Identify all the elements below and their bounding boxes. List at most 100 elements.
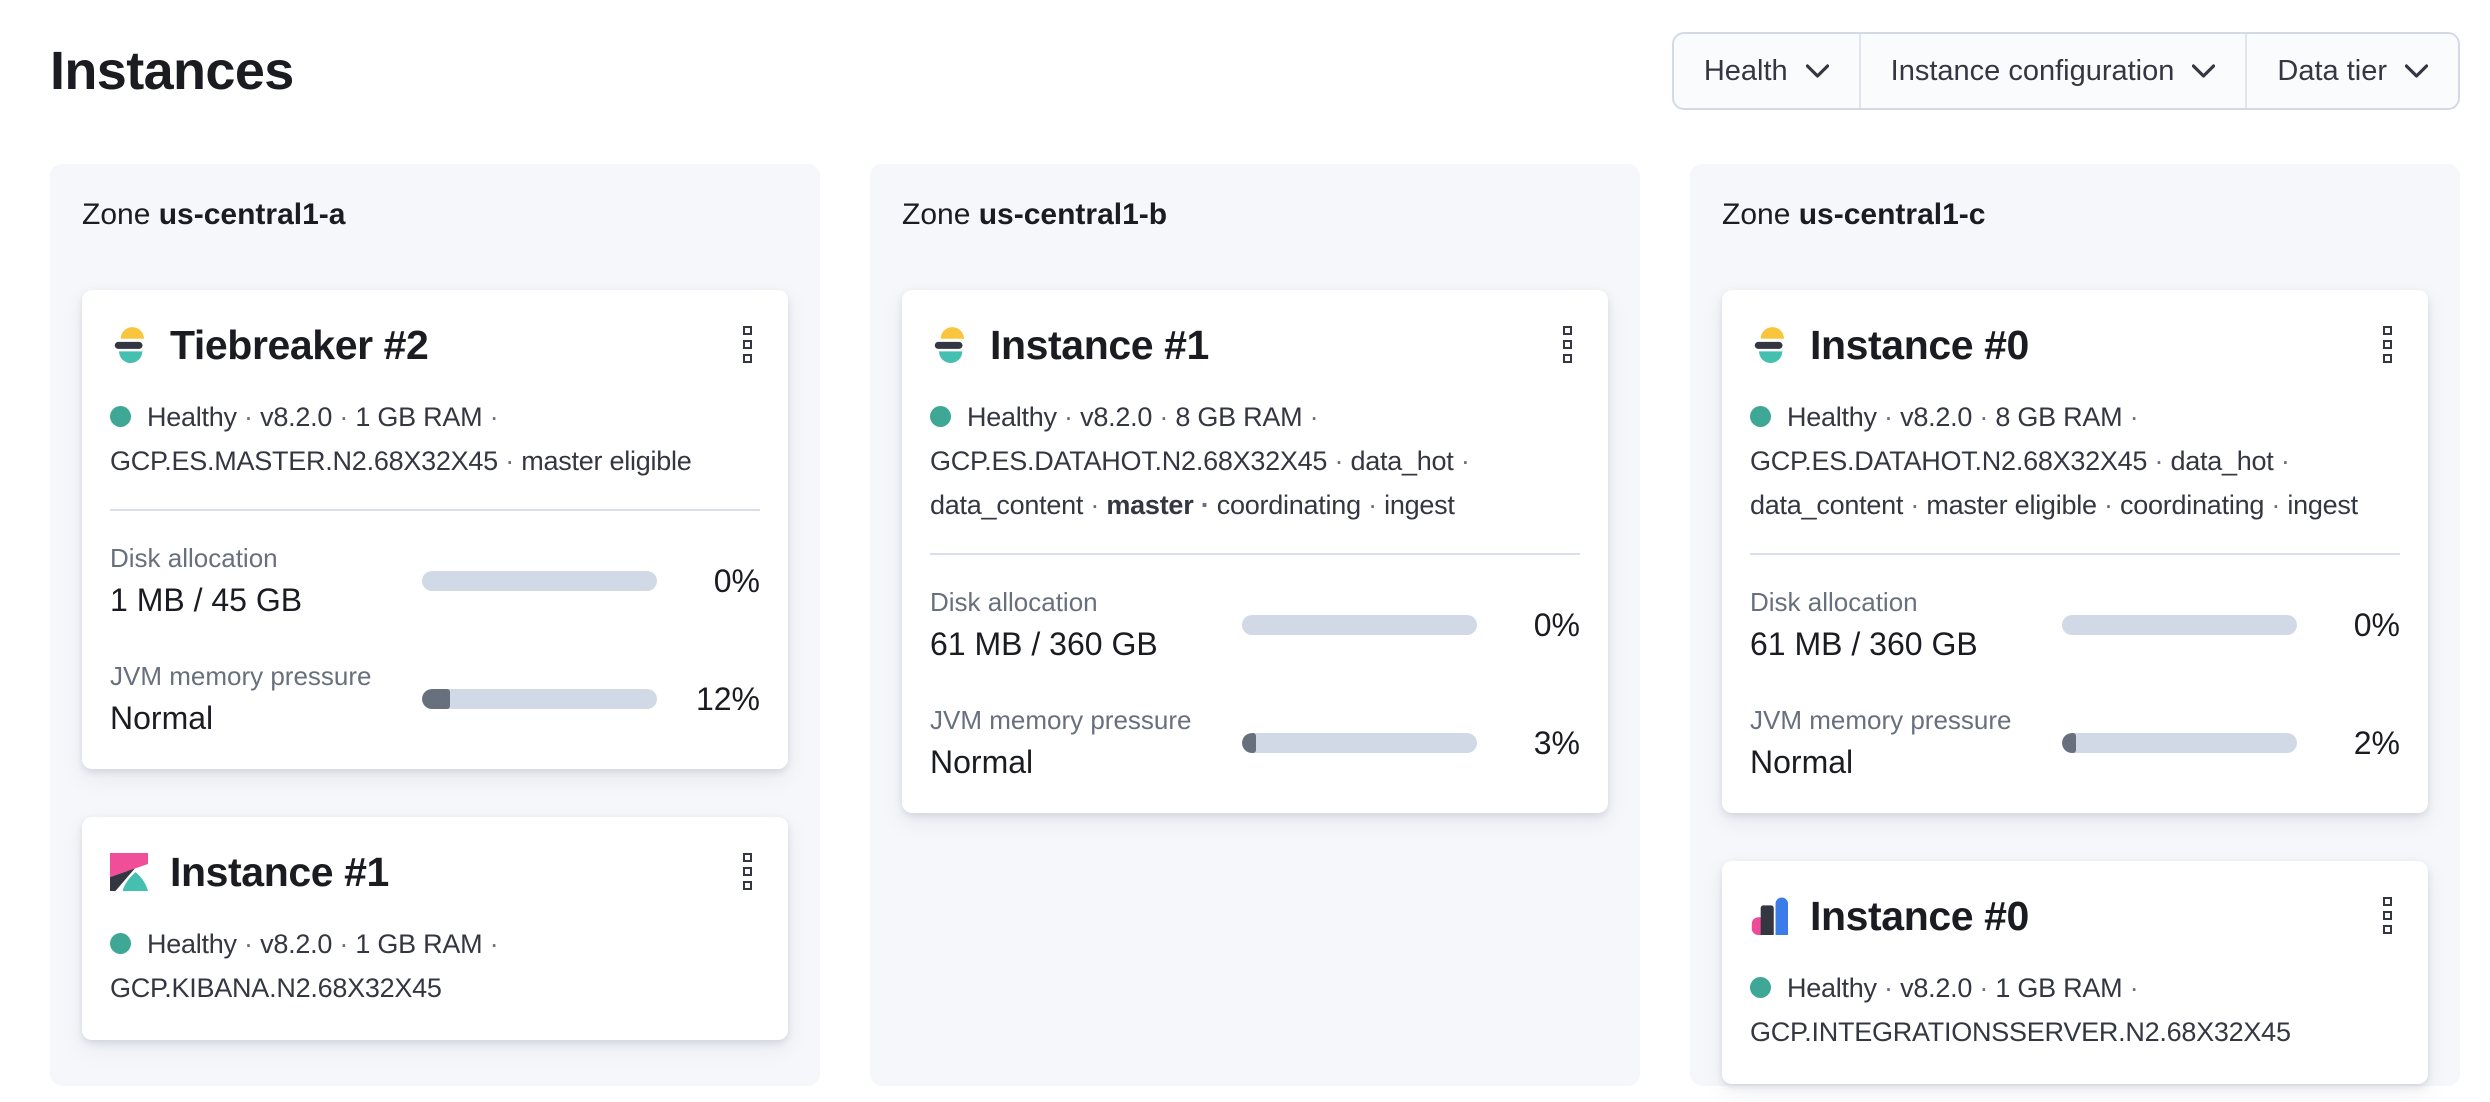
- zone-name: us-central1-c: [1798, 198, 1986, 231]
- instance-title: Instance #1: [990, 321, 1209, 368]
- instance-menu-button[interactable]: [1555, 318, 1580, 371]
- dot-separator: ·: [1152, 402, 1169, 432]
- meta-tag: master eligible: [521, 446, 692, 476]
- metric-value: Normal: [110, 700, 214, 736]
- meta-tag: Healthy ·: [1787, 402, 1893, 432]
- meta-tag: Healthy ·: [147, 929, 253, 959]
- zones-container: Zone us-central1-a Tiebreaker #2 Healthy…: [50, 164, 2460, 1086]
- dot-separator: ·: [332, 402, 349, 432]
- dot-separator: ·: [1302, 402, 1319, 432]
- meta-tag: master ·: [1106, 490, 1210, 520]
- meta-tag: GCP.KIBANA.N2.68X32X45: [110, 973, 442, 1003]
- metric-value: 61 MB / 360 GB: [1750, 626, 1978, 662]
- meta-tag: ingest: [1384, 490, 1455, 520]
- meta-tag: v8.2.0 ·: [260, 929, 349, 959]
- dot-separator: ·: [1360, 490, 1377, 520]
- metric-label: Disk allocation: [1750, 587, 1918, 617]
- instance-menu-button[interactable]: [735, 845, 760, 898]
- metric-row: JVM memory pressure Normal 3%: [930, 703, 1580, 783]
- page-header: Instances Health Instance configuration …: [50, 32, 2460, 110]
- instance-menu-button[interactable]: [2375, 318, 2400, 371]
- metric-label: JVM memory pressure: [1750, 705, 2012, 735]
- card-divider: [930, 553, 1580, 555]
- card-divider: [110, 509, 760, 511]
- filter-button[interactable]: Instance configuration: [1858, 34, 2246, 108]
- meta-tag: 1 GB RAM ·: [355, 402, 499, 432]
- dot-separator: ·: [482, 929, 499, 959]
- metric-label: JVM memory pressure: [930, 705, 1192, 735]
- health-dot: [1750, 406, 1771, 427]
- instance-meta: Healthy · v8.2.0 · 1 GB RAM · GCP.ES.MAS…: [110, 395, 760, 483]
- dot-separator: ·: [1083, 490, 1100, 520]
- meta-tag: coordinating ·: [1216, 490, 1377, 520]
- dot-separator: ·: [2122, 402, 2139, 432]
- boxes-vertical-icon: [1563, 326, 1572, 335]
- instance-card-header: Instance #0: [1750, 889, 2400, 942]
- instance-meta: Healthy · v8.2.0 · 1 GB RAM · GCP.INTEGR…: [1750, 966, 2400, 1054]
- instance-card-header: Instance #1: [110, 845, 760, 898]
- instance-title: Instance #0: [1810, 892, 2029, 939]
- meta-tag: GCP.INTEGRATIONSSERVER.N2.68X32X45: [1750, 1017, 2291, 1047]
- meta-tag: v8.2.0 ·: [260, 402, 349, 432]
- dot-separator: ·: [1876, 973, 1893, 1003]
- kibana-icon: [110, 852, 148, 891]
- filter-button-label: Data tier: [2277, 54, 2387, 87]
- instance-card: Instance #1 Healthy · v8.2.0 · 1 GB RAM …: [82, 817, 788, 1040]
- filter-button[interactable]: Health: [1674, 34, 1859, 108]
- dot-separator: ·: [2273, 446, 2290, 476]
- page-title: Instances: [50, 41, 294, 101]
- dot-separator: ·: [1903, 490, 1920, 520]
- dot-separator: ·: [1056, 402, 1073, 432]
- filter-button[interactable]: Data tier: [2245, 34, 2458, 108]
- zone-label: Zone us-central1-c: [1722, 196, 2428, 234]
- metric-row: Disk allocation 1 MB / 45 GB 0%: [110, 541, 760, 621]
- zone-label: Zone us-central1-a: [82, 196, 788, 234]
- dot-separator: ·: [1193, 490, 1210, 520]
- meta-tag: data_content ·: [930, 490, 1100, 520]
- boxes-vertical-icon: [743, 853, 752, 862]
- meta-tag: 8 GB RAM ·: [1995, 402, 2139, 432]
- chevron-down-icon: [2405, 64, 2428, 78]
- zone-panel: Zone us-central1-b Instance #1 Healthy ·…: [870, 164, 1640, 1086]
- dot-separator: ·: [2147, 446, 2164, 476]
- dot-separator: ·: [2264, 490, 2281, 520]
- instance-menu-button[interactable]: [735, 318, 760, 371]
- metric-label: JVM memory pressure: [110, 661, 372, 691]
- dot-separator: ·: [236, 402, 253, 432]
- meta-tag: master eligible ·: [1926, 490, 2113, 520]
- zone-cards: Instance #1 Healthy · v8.2.0 · 8 GB RAM …: [902, 290, 1608, 813]
- health-dot: [1750, 977, 1771, 998]
- progress-bar: [1242, 615, 1477, 635]
- instance-meta: Healthy · v8.2.0 · 8 GB RAM · GCP.ES.DAT…: [930, 395, 1580, 527]
- progress-bar: [1242, 733, 1477, 753]
- integrations-server-icon: [1751, 897, 1788, 935]
- metric-value: Normal: [930, 744, 1034, 780]
- metric-percent: 0%: [1533, 606, 1580, 643]
- meta-tag: ingest: [2287, 490, 2358, 520]
- metric-label: Disk allocation: [110, 543, 278, 573]
- zone-label-prefix: Zone: [1722, 198, 1799, 231]
- zone-label: Zone us-central1-b: [902, 196, 1608, 234]
- zone-name: us-central1-b: [978, 198, 1168, 231]
- zone-name: us-central1-a: [158, 198, 346, 231]
- meta-tag: Healthy ·: [967, 402, 1073, 432]
- chevron-down-icon: [2192, 64, 2216, 78]
- instance-card: Tiebreaker #2 Healthy · v8.2.0 · 1 GB RA…: [82, 290, 788, 769]
- instance-title: Instance #0: [1810, 321, 2029, 368]
- metric-value: Normal: [1750, 744, 1854, 780]
- metric-label: Disk allocation: [930, 587, 1098, 617]
- dot-separator: ·: [2096, 490, 2113, 520]
- chevron-down-icon: [1805, 64, 1829, 78]
- instance-card: Instance #1 Healthy · v8.2.0 · 8 GB RAM …: [902, 290, 1608, 813]
- zone-cards: Tiebreaker #2 Healthy · v8.2.0 · 1 GB RA…: [82, 290, 788, 1040]
- instance-card: Instance #0 Healthy · v8.2.0 · 8 GB RAM …: [1722, 290, 2428, 813]
- elasticsearch-icon: [1754, 326, 1784, 363]
- metric-row: Disk allocation 61 MB / 360 GB 0%: [930, 585, 1580, 665]
- meta-tag: GCP.ES.DATAHOT.N2.68X32X45 ·: [1750, 446, 2164, 476]
- metric-percent: 3%: [1533, 724, 1580, 761]
- metric-row: JVM memory pressure Normal 2%: [1750, 703, 2400, 783]
- progress-bar-fill: [422, 689, 450, 709]
- meta-tag: 8 GB RAM ·: [1175, 402, 1319, 432]
- instance-menu-button[interactable]: [2375, 889, 2400, 942]
